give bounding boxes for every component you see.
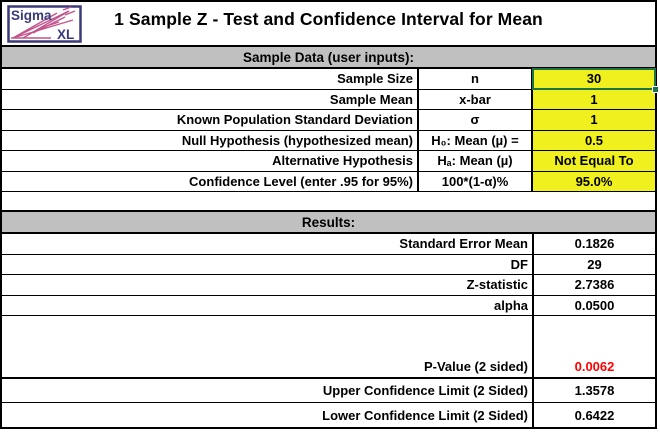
row-symbol: x-bar <box>419 89 533 109</box>
table-row: Z-statistic 2.7386 <box>2 275 655 296</box>
logo-text-bottom: XL <box>57 27 74 42</box>
input-null-hypothesis[interactable]: 0.5 <box>533 130 655 150</box>
row-label: Alternative Hypothesis <box>2 151 419 171</box>
table-row: Sample Size n 30 <box>2 68 659 93</box>
row-label: Known Population Standard Deviation <box>2 110 419 130</box>
logo-fan-graphic <box>11 6 76 39</box>
input-confidence-level[interactable]: 95.0% <box>533 171 655 191</box>
row-label: Sample Size <box>2 69 419 89</box>
fill-handle[interactable] <box>652 85 659 93</box>
result-label: Lower Confidence Limit (2 Sided) <box>2 403 534 427</box>
result-label: P-Value (2 sided) <box>2 316 534 377</box>
input-sample-size-value: 30 <box>586 71 602 87</box>
row-label: Sample Mean <box>2 89 419 109</box>
table-row: Alternative Hypothesis Hₐ: Mean (µ) Not … <box>2 151 655 172</box>
table-row: Sample Mean x-bar 1 <box>2 89 655 110</box>
result-alpha: 0.0500 <box>574 297 615 313</box>
sigmaxl-logo-icon: Sigma XL <box>7 5 82 43</box>
result-label: Standard Error Mean <box>2 234 534 254</box>
table-row: alpha 0.0500 <box>2 295 655 316</box>
section-header-sample-data: Sample Data (user inputs): <box>2 47 655 69</box>
row-symbol: 100*(1-α)% <box>419 171 533 191</box>
input-sample-mean[interactable]: 1 <box>533 89 655 109</box>
result-standard-error: 0.1826 <box>574 236 615 252</box>
page-title: 1 Sample Z - Test and Confidence Interva… <box>114 9 543 29</box>
table-row: Confidence Level (enter .95 for 95%) 100… <box>2 171 655 192</box>
result-z-statistic: 2.7386 <box>574 277 615 293</box>
result-label: alpha <box>2 295 534 315</box>
result-label: Upper Confidence Limit (2 Sided) <box>2 378 534 402</box>
table-row: DF 29 <box>2 254 655 275</box>
input-sample-size[interactable]: 30 <box>532 68 659 93</box>
row-label: Confidence Level (enter .95 for 95%) <box>2 171 419 191</box>
table-row: Upper Confidence Limit (2 Sided) 1.3578 <box>2 378 655 403</box>
table-row: Lower Confidence Limit (2 Sided) 0.6422 <box>2 403 655 427</box>
title-bar: Sigma XL 1 Sample Z - Test and Confidenc… <box>2 2 655 47</box>
result-label: DF <box>2 254 534 274</box>
input-population-stdev[interactable]: 1 <box>533 110 655 130</box>
logo-text-top: Sigma <box>11 8 52 23</box>
table-row: Known Population Standard Deviation σ 1 <box>2 110 655 131</box>
input-alternative-hypothesis[interactable]: Not Equal To <box>533 151 655 171</box>
result-label: Z-statistic <box>2 275 534 295</box>
row-symbol: σ <box>419 110 533 130</box>
result-p-value: 0.0062 <box>574 358 615 374</box>
result-upper-confidence-limit: 1.3578 <box>574 382 615 398</box>
section-header-results: Results: <box>2 212 655 234</box>
row-symbol: n <box>419 69 533 89</box>
spacer-row <box>2 192 655 212</box>
table-row: Null Hypothesis (hypothesized mean) H₀: … <box>2 130 655 151</box>
table-row: Standard Error Mean 0.1826 <box>2 234 655 255</box>
result-lower-confidence-limit: 0.6422 <box>574 407 615 423</box>
result-df: 29 <box>587 256 602 272</box>
row-symbol: Hₐ: Mean (µ) <box>419 151 533 171</box>
row-label: Null Hypothesis (hypothesized mean) <box>2 130 419 150</box>
row-symbol: H₀: Mean (µ) = <box>419 130 533 150</box>
table-row: P-Value (2 sided) 0.0062 <box>2 316 655 379</box>
